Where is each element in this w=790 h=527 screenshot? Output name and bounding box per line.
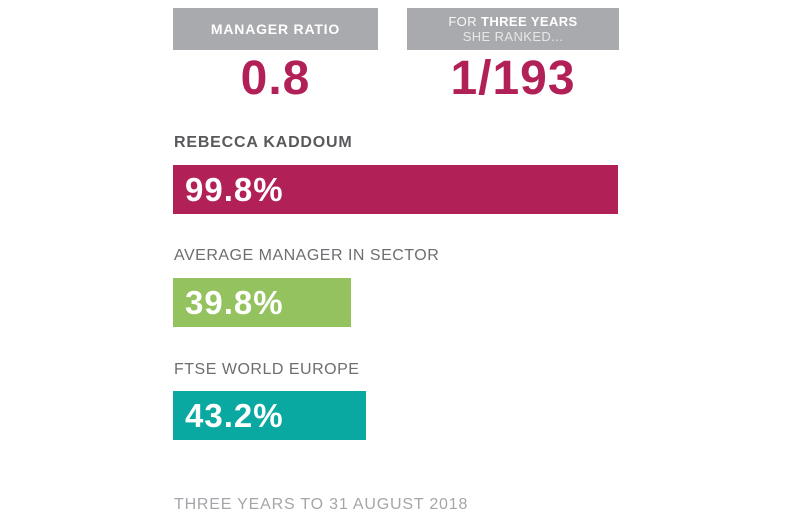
bar-value-ftse-world-europe: 43.2% (185, 396, 284, 434)
manager-ratio-title: MANAGER RATIO (210, 21, 341, 37)
stat-box-rank: FOR THREE YEARS SHE RANKED... (407, 8, 619, 50)
rank-title-prefix: FOR (448, 14, 477, 29)
bar-label-ftse-world-europe: FTSE WORLD EUROPE (174, 361, 360, 378)
bar-label-average-manager: AVERAGE MANAGER IN SECTOR (174, 247, 440, 264)
rank-value: 1/193 (450, 52, 576, 105)
rank-title-emphasis: THREE YEARS (481, 14, 578, 29)
stat-box-manager-ratio: MANAGER RATIO (173, 8, 378, 50)
bar-label-rebecca-kaddoum: REBECCA KADDOUM (174, 134, 353, 151)
rank-title-line1: FOR THREE YEARS (448, 14, 577, 29)
bar-rebecca-kaddoum: 99.8% (173, 165, 619, 214)
rank-title: FOR THREE YEARS SHE RANKED... (448, 14, 577, 44)
period-footnote: THREE YEARS TO 31 AUGUST 2018 (174, 496, 469, 513)
bar-ftse-world-europe: 43.2% (173, 391, 366, 440)
manager-ratio-value: 0.8 (240, 52, 311, 105)
bar-value-rebecca-kaddoum: 99.8% (185, 170, 284, 208)
bar-value-average-manager: 39.8% (185, 283, 284, 321)
rank-title-line2: SHE RANKED... (462, 29, 564, 44)
bar-average-manager: 39.8% (173, 278, 351, 327)
